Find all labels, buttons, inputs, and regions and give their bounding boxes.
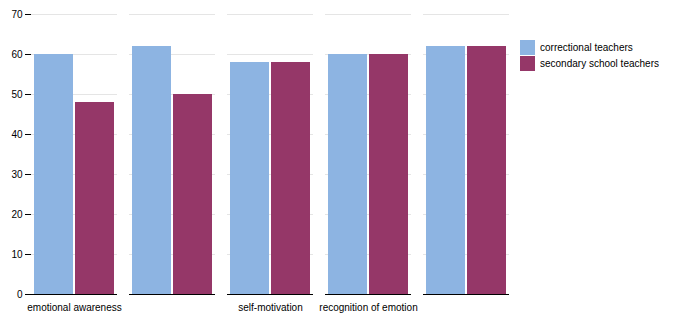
svg-text:10: 10 [11,249,23,260]
html-text:correctional teachers: correctional teachers [540,42,633,53]
svg-text:0: 0 [17,289,23,300]
html-text:secondary school teachers: secondary school teachers [540,58,659,69]
svg-text:self-motivation: self-motivation [238,302,302,313]
svg-text:recognition of emotion: recognition of emotion [319,302,417,313]
svg-text:emotional awareness: emotional awareness [27,302,122,313]
svg-text:70: 70 [11,9,23,20]
svg-text:20: 20 [11,209,23,220]
svg-text:60: 60 [11,49,23,60]
svg-text:40: 40 [11,129,23,140]
svg-text:50: 50 [11,89,23,100]
svg-text:30: 30 [11,169,23,180]
